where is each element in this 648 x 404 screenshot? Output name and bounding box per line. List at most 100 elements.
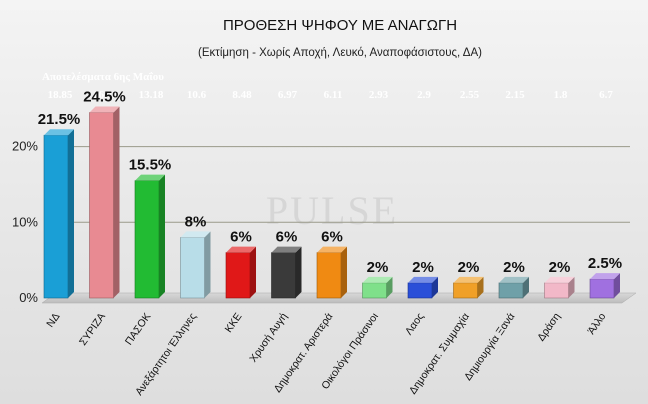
bar-side <box>432 276 438 298</box>
bar-front <box>89 112 114 299</box>
bar-front <box>316 252 342 299</box>
reference-value: 2.15 <box>505 89 525 101</box>
bar-side <box>386 276 393 298</box>
bar-top <box>317 246 347 253</box>
bar-side <box>113 106 120 298</box>
bar <box>43 129 74 299</box>
bar-front <box>134 180 160 299</box>
reference-value: 10.6 <box>187 89 207 101</box>
bar-top <box>135 174 165 181</box>
bar <box>134 174 165 299</box>
bar-side <box>295 246 302 298</box>
reference-value: 18.85 <box>48 89 73 101</box>
bar-front <box>498 282 524 299</box>
reference-value: 1.8 <box>554 89 568 101</box>
data-label: 6% <box>230 229 252 246</box>
bar-top <box>590 273 620 280</box>
watermark: PULSE <box>266 188 398 233</box>
bar-side <box>477 276 484 298</box>
y-tick-label: 0% <box>19 290 38 305</box>
bar-side <box>159 174 165 298</box>
category-label: ΣΥΡΙΖΑ <box>77 311 108 348</box>
data-label: 8% <box>185 213 207 230</box>
bar-top <box>362 276 393 283</box>
bar-top <box>44 129 74 136</box>
data-label: 6% <box>321 229 343 246</box>
category-label: Άλλο <box>585 311 608 337</box>
category-label: ΠΑΣΟΚ <box>123 311 154 348</box>
bar-top <box>271 246 302 253</box>
data-label: 21.5% <box>38 111 81 128</box>
bar-side <box>204 231 211 298</box>
bar-front <box>43 134 69 299</box>
bar-front <box>544 282 569 299</box>
reference-value: 13.18 <box>139 89 164 101</box>
bar-top <box>544 276 575 283</box>
bar <box>453 276 484 299</box>
chart-subtitle: (Εκτίμηση - Χωρίς Αποχή, Λευκό, Αναποφάσ… <box>198 47 482 59</box>
bar <box>89 106 120 299</box>
reference-value: 16.78 <box>93 89 118 101</box>
data-labels: 21.5%24.5% 15.5% 8% 6% 6% 6% 2% 2% 2% 2% 2% 2.5% <box>38 89 622 276</box>
reference-value: 2.9 <box>417 89 431 101</box>
bar <box>180 231 211 299</box>
reference-values: 18.85 16.78 13.18 10.6 8.48 6.97 6.11 2.93 2.9 2.… <box>48 89 614 101</box>
category-label: Δημιουργία Ξανά <box>462 311 517 383</box>
reference-value: 6.7 <box>599 89 613 101</box>
bar-side <box>614 273 620 298</box>
bar <box>589 273 620 299</box>
bar-top <box>89 106 120 113</box>
bar-front <box>453 282 478 299</box>
bar <box>316 246 347 299</box>
bar-side <box>68 129 74 298</box>
y-tick-label: 20% <box>12 139 38 154</box>
data-label: 2% <box>503 259 525 276</box>
bar-front <box>180 237 205 299</box>
category-label: Δράση <box>535 311 563 344</box>
category-label: ΚΚΕ <box>223 311 245 335</box>
bar-front <box>362 282 387 299</box>
bar <box>271 246 302 299</box>
bars <box>43 106 620 299</box>
reference-value: 8.48 <box>232 89 252 101</box>
data-label: 2% <box>367 259 389 276</box>
category-label: Λαος <box>403 311 427 338</box>
reference-value: 2.93 <box>369 89 389 101</box>
data-label: 6% <box>276 229 298 246</box>
bar-top <box>180 231 211 238</box>
bar <box>407 276 438 299</box>
bar-side <box>523 276 529 298</box>
bar <box>362 276 393 299</box>
bar <box>498 276 529 299</box>
bar-top <box>408 276 438 283</box>
reference-value: 6.11 <box>324 89 343 101</box>
reference-value: 6.97 <box>278 89 298 101</box>
data-label: 2.5% <box>588 255 622 272</box>
bar <box>225 246 256 299</box>
bar-front <box>407 282 433 299</box>
reference-title: Αποτελέσματα 6ης Μαΐου <box>42 71 164 83</box>
bar-side <box>568 276 575 298</box>
data-label: 15.5% <box>129 157 172 174</box>
bar-top <box>453 276 484 283</box>
bar-side <box>341 246 347 298</box>
bar-front <box>225 252 251 299</box>
chart-title: ΠΡΟΘΕΣΗ ΨΗΦΟΥ ΜΕ ΑΝΑΓΩΓΗ <box>223 17 457 34</box>
category-label: ΝΔ <box>44 311 62 330</box>
bar-front <box>271 252 296 299</box>
data-label: 24.5% <box>83 89 126 106</box>
data-label: 2% <box>412 259 434 276</box>
y-tick-label: 10% <box>12 214 38 229</box>
category-label: Χρυσή Αυγή <box>247 311 290 365</box>
reference-value: 2.55 <box>460 89 480 101</box>
bar-top <box>226 246 256 253</box>
data-label: 2% <box>549 259 571 276</box>
bar-side <box>250 246 256 298</box>
bar-top <box>499 276 529 283</box>
bar-front <box>589 278 615 299</box>
y-axis-ticks: 0% 10% 20% <box>12 139 38 305</box>
data-label: 2% <box>458 259 480 276</box>
bar <box>544 276 575 299</box>
